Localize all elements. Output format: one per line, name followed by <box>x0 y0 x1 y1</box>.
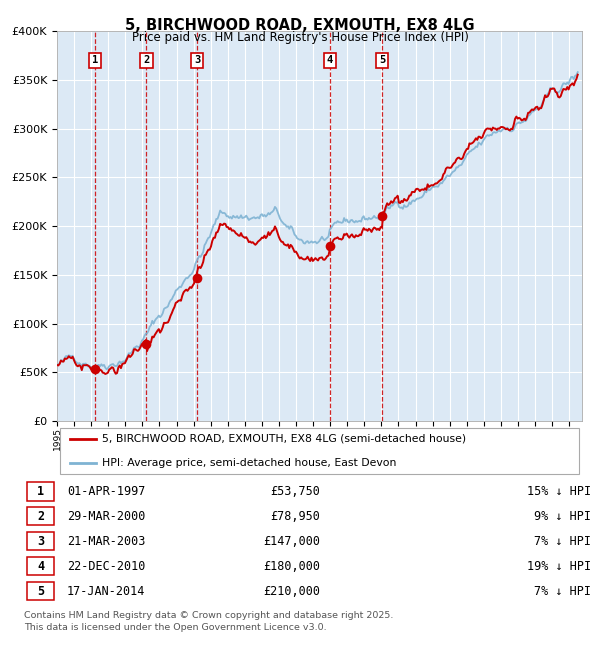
Text: £180,000: £180,000 <box>263 560 320 573</box>
Text: 5: 5 <box>37 585 44 598</box>
Text: 2: 2 <box>143 55 149 66</box>
Text: 5: 5 <box>379 55 385 66</box>
Text: 29-MAR-2000: 29-MAR-2000 <box>67 510 145 523</box>
Text: £210,000: £210,000 <box>263 585 320 598</box>
Text: 4: 4 <box>327 55 333 66</box>
Text: 17-JAN-2014: 17-JAN-2014 <box>67 585 145 598</box>
FancyBboxPatch shape <box>27 532 54 551</box>
Text: 3: 3 <box>194 55 200 66</box>
Text: 2: 2 <box>37 510 44 523</box>
FancyBboxPatch shape <box>27 582 54 601</box>
Text: 5, BIRCHWOOD ROAD, EXMOUTH, EX8 4LG (semi-detached house): 5, BIRCHWOOD ROAD, EXMOUTH, EX8 4LG (sem… <box>101 434 466 444</box>
Text: 3: 3 <box>37 535 44 548</box>
FancyBboxPatch shape <box>59 428 580 474</box>
Text: Price paid vs. HM Land Registry's House Price Index (HPI): Price paid vs. HM Land Registry's House … <box>131 31 469 44</box>
Text: 7% ↓ HPI: 7% ↓ HPI <box>534 585 591 598</box>
Text: 1: 1 <box>92 55 98 66</box>
Text: Contains HM Land Registry data © Crown copyright and database right 2025.
This d: Contains HM Land Registry data © Crown c… <box>24 611 394 632</box>
Text: HPI: Average price, semi-detached house, East Devon: HPI: Average price, semi-detached house,… <box>101 458 396 469</box>
Text: £53,750: £53,750 <box>271 485 320 498</box>
Text: 1: 1 <box>37 485 44 498</box>
Text: 9% ↓ HPI: 9% ↓ HPI <box>534 510 591 523</box>
Text: 4: 4 <box>37 560 44 573</box>
Text: 7% ↓ HPI: 7% ↓ HPI <box>534 535 591 548</box>
Text: 01-APR-1997: 01-APR-1997 <box>67 485 145 498</box>
Text: 22-DEC-2010: 22-DEC-2010 <box>67 560 145 573</box>
FancyBboxPatch shape <box>27 507 54 525</box>
Text: £147,000: £147,000 <box>263 535 320 548</box>
Text: 5, BIRCHWOOD ROAD, EXMOUTH, EX8 4LG: 5, BIRCHWOOD ROAD, EXMOUTH, EX8 4LG <box>125 18 475 33</box>
Text: 19% ↓ HPI: 19% ↓ HPI <box>527 560 591 573</box>
FancyBboxPatch shape <box>27 557 54 575</box>
Text: £78,950: £78,950 <box>271 510 320 523</box>
Text: 21-MAR-2003: 21-MAR-2003 <box>67 535 145 548</box>
Text: 15% ↓ HPI: 15% ↓ HPI <box>527 485 591 498</box>
FancyBboxPatch shape <box>27 482 54 500</box>
